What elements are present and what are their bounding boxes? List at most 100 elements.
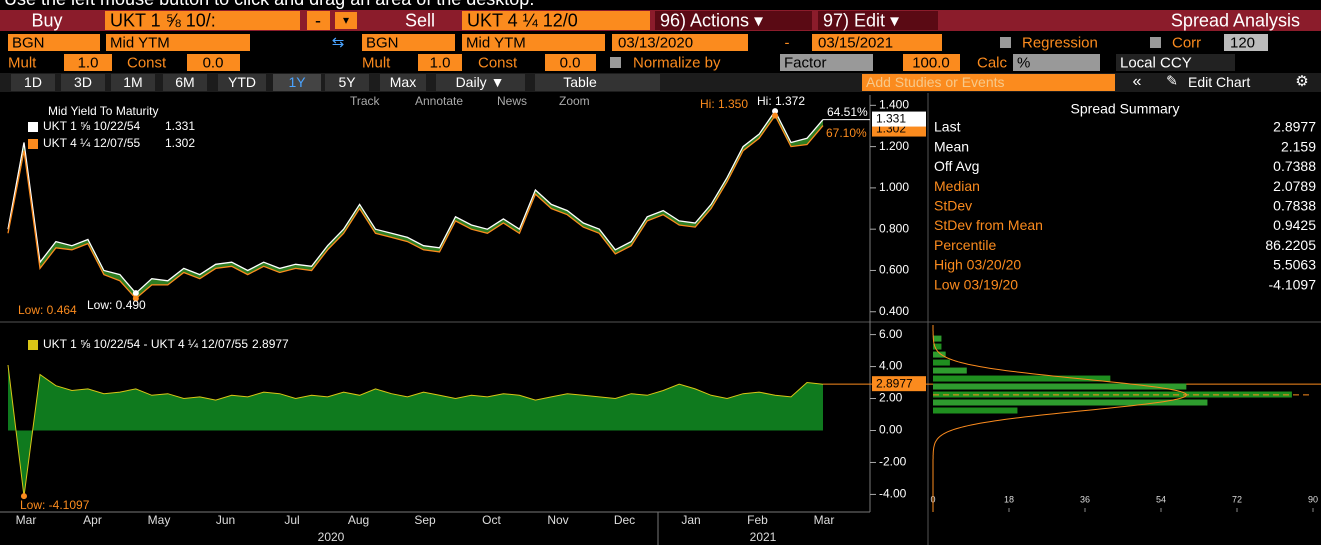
input-box[interactable]: [1013, 54, 1100, 71]
legend-value: 1.331: [165, 119, 195, 133]
x-tick-label: Feb: [747, 513, 768, 527]
input-box[interactable]: [11, 74, 55, 91]
input-box[interactable]: [64, 54, 112, 71]
x-tick-label: Jan: [681, 513, 700, 527]
input-box[interactable]: [362, 34, 455, 51]
toolbar-label[interactable]: 1Y: [288, 74, 306, 90]
chart-tool[interactable]: Zoom: [559, 94, 590, 108]
histogram-bar: [933, 367, 967, 374]
checkbox[interactable]: [1000, 37, 1011, 48]
input-box[interactable]: [1116, 54, 1235, 71]
toolbar-label[interactable]: Calc: [977, 54, 1008, 71]
input-box[interactable]: [1224, 34, 1268, 51]
toolbar-label[interactable]: %: [1017, 54, 1030, 71]
toolbar-label[interactable]: 3D: [74, 74, 92, 90]
toolbar-label[interactable]: 5Y: [338, 74, 356, 90]
gear-icon[interactable]: ⚙: [1295, 73, 1308, 90]
toolbar-label[interactable]: Table: [563, 74, 597, 90]
toolbar-label[interactable]: Sell: [405, 10, 435, 30]
input-box[interactable]: [418, 54, 462, 71]
toolbar-label[interactable]: 1D: [24, 74, 42, 90]
input-box[interactable]: [218, 74, 266, 91]
toolbar-label[interactable]: Mid YTM: [110, 34, 170, 51]
histogram-bar: [933, 351, 946, 358]
toolbar-label[interactable]: 1.0: [430, 54, 451, 71]
toolbar-label[interactable]: BGN: [366, 34, 399, 51]
input-box[interactable]: [105, 11, 300, 30]
dropdown-icon: ▾: [343, 13, 349, 27]
input-box[interactable]: [812, 34, 942, 51]
toolbar-label[interactable]: Local CCY: [1120, 54, 1192, 71]
toolbar-label[interactable]: Mid YTM: [466, 34, 526, 51]
input-box[interactable]: [111, 74, 155, 91]
toolbar-label[interactable]: YTD: [228, 74, 256, 90]
y-tick-label: 1.400: [879, 97, 909, 111]
toolbar-label[interactable]: 03/15/2021: [818, 34, 893, 51]
input-box[interactable]: [163, 74, 207, 91]
toolbar-label[interactable]: 100.0: [912, 54, 950, 71]
input-box[interactable]: [273, 74, 321, 91]
input-box[interactable]: [462, 11, 650, 30]
input-box[interactable]: [462, 34, 605, 51]
toolbar-label[interactable]: Factor: [784, 54, 827, 71]
toolbar-label[interactable]: -: [785, 34, 790, 51]
extreme-marker: [20, 493, 27, 500]
collapse-icon[interactable]: «: [1133, 73, 1142, 90]
toolbar-label[interactable]: 03/13/2020: [618, 34, 693, 51]
toolbar-label[interactable]: 96) Actions ▾: [660, 10, 763, 30]
input-box[interactable]: [545, 54, 596, 71]
y-tick-label: 1.000: [879, 180, 909, 194]
x-tick-label: Oct: [482, 513, 501, 527]
chart-tool[interactable]: Annotate: [415, 94, 463, 108]
toolbar-label[interactable]: Mult: [362, 54, 391, 71]
x-tick-label: 72: [1232, 494, 1242, 504]
toolbar-label[interactable]: Const: [478, 54, 518, 71]
input-box[interactable]: [380, 74, 426, 91]
toolbar-label[interactable]: 120: [1230, 34, 1255, 51]
toolbar-label[interactable]: 0.0: [560, 54, 581, 71]
toolbar-label[interactable]: Const: [127, 54, 167, 71]
input-box[interactable]: [61, 74, 105, 91]
toolbar-label[interactable]: 6M: [175, 74, 194, 90]
toolbar-label[interactable]: Corr: [1172, 34, 1201, 51]
input-box[interactable]: [535, 74, 660, 91]
toolbar-label[interactable]: Add Studies or Events: [866, 74, 1005, 90]
toolbar-label[interactable]: Regression: [1022, 34, 1098, 51]
chart-tool[interactable]: News: [497, 94, 527, 108]
toolbar-label[interactable]: Buy: [31, 10, 62, 30]
input-box[interactable]: [187, 54, 240, 71]
input-box[interactable]: [8, 34, 100, 51]
x-tick-label: Jun: [216, 513, 235, 527]
toolbar-label[interactable]: UKT 1 ⅝ 10/:: [110, 10, 216, 30]
toolbar-label[interactable]: 1.0: [78, 54, 99, 71]
toolbar-label[interactable]: 0.0: [203, 54, 224, 71]
toolbar-label[interactable]: BGN: [12, 34, 45, 51]
checkbox[interactable]: [610, 57, 621, 68]
input-box[interactable]: [612, 34, 748, 51]
input-box[interactable]: [307, 11, 330, 30]
toolbar-label[interactable]: Edit Chart: [1188, 74, 1250, 90]
toolbar-label[interactable]: -: [315, 10, 321, 30]
toolbar-label[interactable]: Max: [390, 74, 416, 90]
checkbox[interactable]: [1150, 37, 1161, 48]
input-box[interactable]: [436, 74, 525, 91]
input-box[interactable]: [818, 11, 938, 30]
input-box[interactable]: [903, 54, 960, 71]
input-box[interactable]: [325, 74, 369, 91]
histogram-bar: [933, 343, 942, 350]
toolbar-label[interactable]: 1M: [123, 74, 142, 90]
swap-icon[interactable]: ⇆: [332, 34, 345, 51]
input-box[interactable]: [862, 74, 1115, 91]
toolbar-label[interactable]: Daily ▼: [456, 74, 505, 90]
input-box[interactable]: [106, 34, 250, 51]
toolbar-label[interactable]: Normalize by: [633, 54, 721, 71]
toolbar-label[interactable]: Mult: [8, 54, 37, 71]
dropdown-button[interactable]: [335, 12, 357, 29]
toolbar-label[interactable]: UKT 4 ¼ 12/0: [467, 10, 578, 30]
input-box[interactable]: [655, 11, 812, 30]
input-box[interactable]: [780, 54, 873, 71]
chart-tool[interactable]: Track: [350, 94, 381, 108]
toolbar-label[interactable]: 97) Edit ▾: [823, 10, 899, 30]
toolbar-label[interactable]: Spread Analysis: [1171, 10, 1300, 30]
